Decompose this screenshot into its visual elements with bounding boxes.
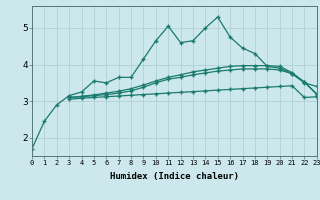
X-axis label: Humidex (Indice chaleur): Humidex (Indice chaleur)	[110, 172, 239, 181]
